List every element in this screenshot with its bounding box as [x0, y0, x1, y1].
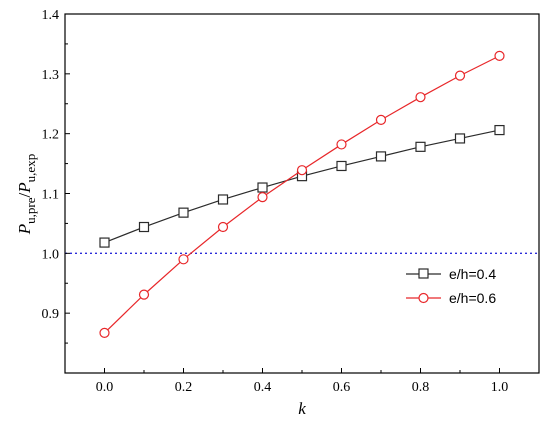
y-tick-label: 1.0	[42, 247, 60, 262]
legend-marker-square	[418, 268, 429, 279]
data-point-circle	[178, 254, 189, 265]
x-axis-title: k	[298, 399, 306, 418]
y-title-p2: P	[15, 182, 34, 193]
y-title-sub1: u,pre	[23, 197, 38, 224]
y-axis-title: Pu,pre/Pu,exp	[15, 154, 38, 235]
legend-marker-circle	[418, 292, 429, 304]
x-tick-label: 0.8	[412, 380, 430, 395]
legend-label-1: e/h=0.6	[449, 290, 496, 306]
x-tick-label: 0.0	[96, 380, 114, 395]
series-line-1	[104, 55, 500, 334]
legend: e/h=0.4 e/h=0.6	[406, 266, 496, 306]
y-tick-label: 0.9	[42, 307, 60, 322]
y-tick-label: 1.4	[42, 8, 60, 23]
data-point-square	[375, 151, 387, 162]
x-tick-label: 0.2	[175, 380, 193, 395]
data-point-circle	[415, 92, 426, 103]
y-tick-label: 1.1	[42, 188, 60, 203]
y-title-p1: P	[15, 224, 34, 235]
data-point-square	[138, 221, 150, 233]
y-tick-label: 1.2	[42, 128, 60, 143]
axis-ticks: 0.0 0.2 0.4 0.6 0.8 1.0 0.9 1.0 1.1 1.2 1.3 1.4	[42, 8, 509, 395]
y-title-sub2: u,exp	[23, 154, 38, 183]
data-point-circle	[296, 165, 308, 176]
data-point-circle	[454, 70, 466, 81]
data-point-circle	[99, 327, 110, 339]
plot-frame	[64, 13, 540, 374]
y-title-slash: /	[15, 192, 34, 197]
data-point-circle	[375, 114, 387, 126]
data-point-square	[99, 237, 110, 248]
data-point-square	[217, 194, 229, 205]
data-point-circle	[257, 191, 268, 203]
data-point-square	[178, 207, 189, 218]
x-tick-label: 1.0	[491, 380, 509, 395]
series-line-0	[104, 129, 500, 244]
svg-text:Pu,pre/Pu,exp: Pu,pre/Pu,exp	[15, 154, 38, 235]
x-tick-label: 0.6	[333, 380, 351, 395]
data-point-circle	[336, 139, 347, 150]
data-point-circle	[217, 221, 229, 233]
x-tick-label: 0.4	[254, 380, 272, 395]
data-point-square	[415, 141, 426, 152]
data-point-square	[454, 133, 466, 144]
y-tick-label: 1.3	[42, 68, 60, 83]
data-point-circle	[494, 50, 505, 61]
data-point-square	[494, 124, 505, 136]
data-point-square	[257, 182, 268, 193]
series-layer	[99, 50, 505, 339]
legend-label-0: e/h=0.4	[449, 266, 496, 282]
data-point-circle	[138, 289, 150, 300]
data-point-square	[336, 160, 347, 172]
